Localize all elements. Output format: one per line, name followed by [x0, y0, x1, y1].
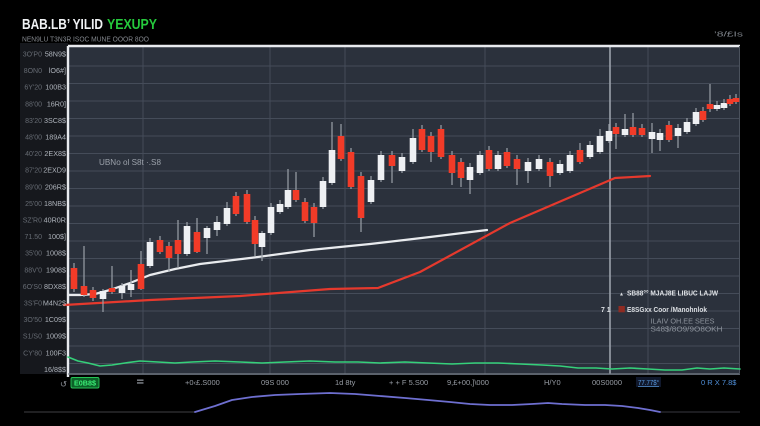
- svg-text:100F3: 100F3: [46, 348, 66, 357]
- svg-text:’8/£Is: ’8/£Is: [714, 32, 744, 39]
- svg-text:+ + F 5.S00: + + F 5.S00: [389, 378, 428, 387]
- svg-text:M4N2$: M4N2$: [43, 299, 66, 308]
- svg-text:YEXUPY: YEXUPY: [107, 16, 157, 33]
- svg-text:0 R X 7.8$: 0 R X 7.8$: [701, 378, 737, 387]
- svg-text:ILAIV OH.EE SEES: ILAIV OH.EE SEES: [651, 319, 715, 326]
- svg-text:3S'F0: 3S'F0: [24, 301, 42, 308]
- svg-text:35'00: 35'00: [25, 251, 42, 258]
- svg-text:SB88°° MJAJ8E LIBUC LAJW: SB88°° MJAJ8E LIBUC LAJW: [627, 290, 718, 298]
- svg-text:lO6#]: lO6#]: [49, 66, 66, 75]
- svg-text:88'00: 88'00: [25, 101, 42, 108]
- svg-text:16/8$$: 16/8$$: [44, 365, 66, 374]
- svg-text:↺: ↺: [60, 379, 67, 389]
- svg-text:S48$/8O9/9O8OKH: S48$/8O9/9O8OKH: [651, 327, 723, 334]
- svg-text:83'20: 83'20: [25, 118, 42, 125]
- svg-text:18NB$: 18NB$: [44, 199, 66, 208]
- svg-text:87'20: 87'20: [25, 168, 42, 175]
- svg-text:8ON0: 8ON0: [24, 68, 42, 75]
- svg-text:25'00: 25'00: [25, 201, 42, 208]
- svg-text:48'00: 48'00: [25, 135, 42, 142]
- svg-text:NEN9LU T3N3R ISOC MUNE OOOR 8O: NEN9LU T3N3R ISOC MUNE OOOR 8OO: [22, 35, 149, 44]
- svg-text:100B3: 100B3: [45, 83, 66, 92]
- svg-text:77.77$°: 77.77$°: [638, 379, 659, 387]
- svg-text:UBNo ol S8t ·.S8: UBNo ol S8t ·.S8: [99, 158, 162, 167]
- svg-text:2EX8$: 2EX8$: [44, 149, 66, 158]
- svg-text:SZ'R0: SZ'R0: [23, 218, 42, 225]
- svg-text:3O'50: 3O'50: [24, 317, 43, 324]
- svg-text:40'20: 40'20: [25, 151, 42, 158]
- svg-text:16R0]: 16R0]: [47, 99, 66, 108]
- svg-text:00S0000: 00S0000: [592, 378, 622, 387]
- svg-text:+0‹£.S000: +0‹£.S000: [185, 378, 220, 387]
- svg-text:1008$: 1008$: [46, 249, 66, 258]
- svg-text:1009$: 1009$: [46, 332, 66, 341]
- svg-text:2EXD9: 2EXD9: [43, 166, 66, 175]
- svg-text:1908$: 1908$: [46, 265, 66, 274]
- svg-text:6Y'20: 6Y'20: [24, 85, 42, 92]
- svg-text:189A4: 189A4: [45, 133, 66, 142]
- svg-text:206R$: 206R$: [45, 182, 66, 191]
- svg-text:7 1: 7 1: [601, 307, 611, 314]
- svg-text:8DX8$: 8DX8$: [44, 282, 66, 291]
- svg-text:89'00: 89'00: [25, 184, 42, 191]
- svg-text:E0B8$: E0B8$: [74, 379, 97, 388]
- svg-text:E8SGxx Coor /Manohnlok: E8SGxx Coor /Manohnlok: [627, 307, 707, 314]
- svg-text:BAB.LB’ YILID: BAB.LB’ YILID: [22, 16, 103, 33]
- svg-text:3SC8$: 3SC8$: [44, 116, 66, 125]
- svg-text:CY'80: CY'80: [23, 350, 42, 357]
- svg-text:H/Y0: H/Y0: [544, 378, 561, 387]
- svg-text:1C09$: 1C09$: [45, 315, 66, 324]
- svg-text:3O'P0: 3O'P0: [23, 52, 42, 59]
- svg-text:58N9$: 58N9$: [45, 50, 66, 59]
- svg-text:09S 000: 09S 000: [261, 378, 289, 387]
- svg-text:40R0R: 40R0R: [44, 216, 66, 225]
- svg-text:100$]: 100$]: [48, 232, 66, 241]
- svg-text:1d 8ty: 1d 8ty: [335, 378, 356, 387]
- svg-text:6O'S0: 6O'S0: [23, 284, 42, 291]
- svg-text:S1/S0: S1/S0: [23, 334, 42, 341]
- svg-text:88V'0: 88V'0: [24, 267, 42, 274]
- svg-text:9,£+00,]\000: 9,£+00,]\000: [447, 378, 489, 387]
- svg-text:▴: ▴: [620, 292, 623, 298]
- svg-text:71.50: 71.50: [24, 234, 42, 241]
